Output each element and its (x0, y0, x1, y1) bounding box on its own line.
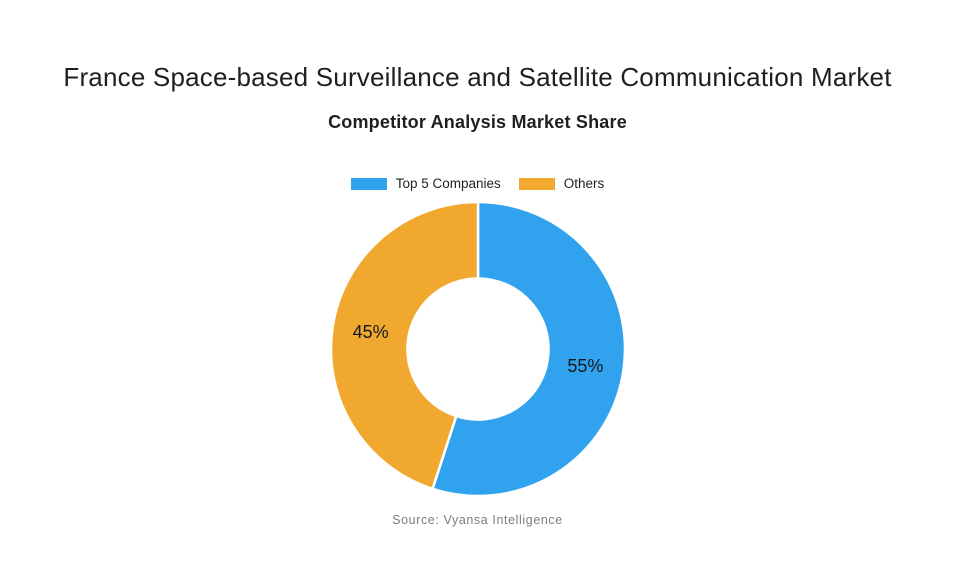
slice-label: 55% (567, 356, 603, 376)
legend-item-others: Others (518, 176, 605, 191)
legend-swatch-icon (518, 177, 555, 190)
legend-item-top-5-companies: Top 5 Companies (350, 176, 501, 191)
chart-legend: Top 5 Companies Others (0, 176, 955, 191)
donut-segment-top-5-companies (430, 200, 627, 498)
legend-label: Others (563, 176, 605, 191)
chart-subtitle: Competitor Analysis Market Share (328, 112, 627, 132)
legend-swatch-icon (350, 177, 387, 190)
donut-chart-svg: 55% 45% (329, 200, 627, 498)
chart-title: France Space-based Surveillance and Sate… (63, 62, 892, 92)
source-note: Source: Vyansa Intelligence (392, 513, 563, 527)
legend-label: Top 5 Companies (395, 176, 501, 191)
donut-chart: 55% 45% (318, 189, 638, 509)
slice-label: 45% (353, 322, 389, 342)
donut-segment-others (329, 200, 480, 491)
